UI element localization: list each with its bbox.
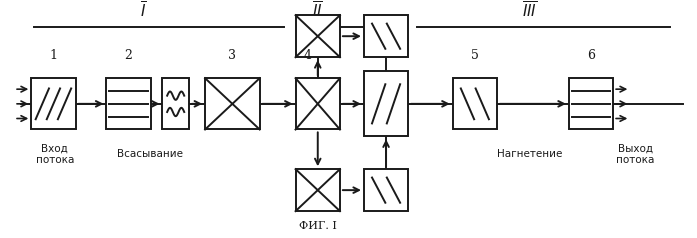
- Bar: [364, 71, 408, 137]
- Text: 2: 2: [125, 49, 132, 62]
- Text: Всасывание: Всасывание: [117, 149, 183, 159]
- Text: 1: 1: [49, 49, 57, 62]
- Text: ФИГ. I: ФИГ. I: [299, 221, 337, 231]
- Text: 4: 4: [303, 49, 312, 62]
- Text: Нагнетение: Нагнетение: [497, 149, 562, 159]
- Text: 6: 6: [587, 49, 595, 62]
- Text: 5: 5: [471, 49, 479, 62]
- Bar: [296, 15, 340, 57]
- Bar: [205, 78, 260, 129]
- Text: Вход
потока: Вход потока: [36, 143, 74, 165]
- Bar: [107, 78, 151, 129]
- Bar: [31, 78, 75, 129]
- Bar: [162, 78, 189, 129]
- Bar: [364, 169, 408, 211]
- Bar: [296, 78, 340, 129]
- Bar: [452, 78, 497, 129]
- Text: $\overline{III}$: $\overline{III}$: [522, 0, 537, 21]
- Bar: [296, 169, 340, 211]
- Text: $\overline{II}$: $\overline{II}$: [312, 0, 323, 21]
- Bar: [364, 15, 408, 57]
- Text: $\overline{I}$: $\overline{I}$: [140, 0, 147, 21]
- Bar: [569, 78, 613, 129]
- Text: Выход
потока: Выход потока: [616, 143, 654, 165]
- Text: 3: 3: [229, 49, 236, 62]
